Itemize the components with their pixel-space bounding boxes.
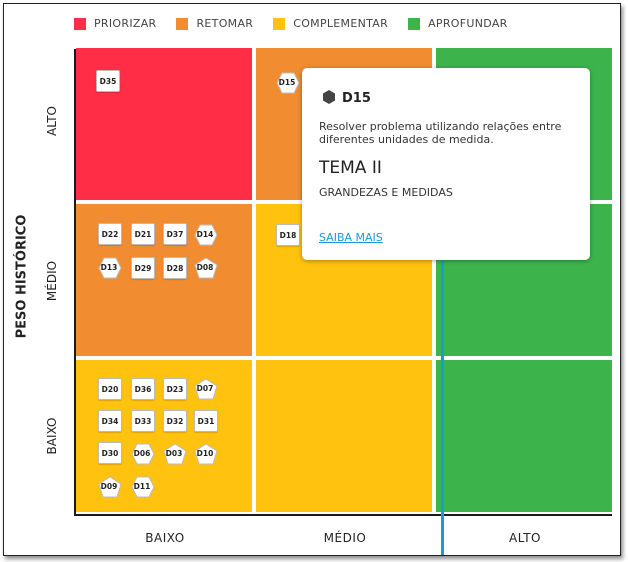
legend-swatch: [408, 17, 421, 30]
pentagon-shape: [194, 378, 218, 400]
legend-item-priorizar: PRIORIZAR: [74, 17, 156, 30]
legend-item-retomar: RETOMAR: [176, 17, 253, 30]
row-label-medio: MÉDIO: [45, 260, 59, 302]
badge-code: D32: [166, 416, 184, 426]
hexagon-shape: [131, 443, 155, 465]
descriptor-badge[interactable]: D32: [163, 410, 187, 432]
legend-swatch: [273, 17, 286, 30]
popup-tema: TEMA II: [319, 158, 382, 178]
pentagon-shape: [194, 257, 218, 279]
cell-baixo-medio[interactable]: [256, 360, 432, 512]
hexagon-shape: [194, 224, 218, 246]
hexagon-shape: [131, 476, 155, 498]
row-label-alto: ALTO: [45, 105, 59, 137]
badge-code: D31: [197, 416, 215, 426]
badge-code: D10: [196, 448, 214, 458]
descriptor-badge[interactable]: D35: [96, 70, 120, 92]
descriptor-badge[interactable]: D10: [194, 443, 218, 465]
badge-code: D09: [100, 481, 118, 491]
hexagon-shape: [98, 257, 122, 279]
descriptor-badge[interactable]: D13: [98, 257, 122, 279]
badge-code: D29: [134, 263, 152, 273]
y-axis-line: [74, 49, 76, 515]
badge-code: D11: [133, 481, 151, 491]
descriptor-badge[interactable]: D20: [98, 378, 122, 400]
badge-code: D30: [101, 448, 119, 458]
legend-label: PRIORIZAR: [94, 17, 157, 30]
pentagon-shape: [98, 476, 122, 498]
descriptor-badge[interactable]: D33: [131, 410, 155, 432]
y-axis-title: PESO HISTÓRICO: [14, 214, 30, 339]
descriptor-badge[interactable]: D11: [131, 476, 155, 498]
badge-code: D22: [101, 229, 119, 239]
descriptor-badge[interactable]: D37: [163, 223, 187, 245]
pentagon-shape: [163, 443, 187, 465]
descriptor-badge[interactable]: D15: [276, 72, 300, 94]
badge-code: D07: [196, 383, 214, 393]
badge-code: D20: [101, 384, 119, 394]
badge-code: D03: [165, 448, 183, 458]
matrix-frame: PRIORIZAR RETOMAR COMPLEMENTAR APROFUNDA…: [3, 3, 621, 556]
badge-code: D37: [166, 229, 184, 239]
badge-code: D14: [196, 229, 214, 239]
descriptor-badge[interactable]: D06: [131, 443, 155, 465]
badge-code: D28: [166, 263, 184, 273]
legend-swatch: [176, 17, 189, 30]
badge-code: D21: [134, 229, 152, 239]
descriptor-badge[interactable]: D22: [98, 223, 122, 245]
badge-code: D13: [100, 262, 118, 272]
badge-code: D06: [133, 448, 151, 458]
popup-code: D15: [342, 91, 371, 106]
row-label-baixo: BAIXO: [45, 417, 59, 455]
col-label-medio: MÉDIO: [323, 531, 367, 545]
badge-code: D33: [134, 416, 152, 426]
descriptor-badge[interactable]: D14: [194, 224, 218, 246]
descriptor-badge[interactable]: D18: [276, 224, 300, 246]
descriptor-badge[interactable]: D29: [131, 257, 155, 279]
legend-swatch: [74, 17, 86, 30]
cell-baixo-alto[interactable]: [436, 360, 612, 512]
badge-code: D23: [166, 384, 184, 394]
popup-description: Resolver problema utilizando relações en…: [319, 120, 562, 146]
legend-item-complementar: COMPLEMENTAR: [273, 17, 388, 30]
descriptor-badge[interactable]: D28: [163, 257, 187, 279]
popup-area: GRANDEZAS E MEDIDAS: [319, 186, 453, 199]
badge-code: D34: [101, 416, 119, 426]
connector-line: [441, 238, 444, 555]
descriptor-badge[interactable]: D09: [98, 476, 122, 498]
descriptor-badge[interactable]: D34: [98, 410, 122, 432]
badge-code: D15: [278, 77, 296, 87]
descriptor-badge[interactable]: D03: [163, 443, 187, 465]
descriptor-badge[interactable]: D30: [98, 442, 122, 464]
descriptor-badge[interactable]: D07: [194, 378, 218, 400]
descriptor-popup: D15 Resolver problema utilizando relaçõe…: [302, 68, 590, 260]
badge-code: D18: [279, 230, 297, 240]
descriptor-badge[interactable]: D21: [131, 223, 155, 245]
badge-code: D08: [196, 262, 214, 272]
descriptor-badge[interactable]: D31: [194, 410, 218, 432]
legend-label: RETOMAR: [196, 17, 254, 30]
descriptor-badge[interactable]: D08: [194, 257, 218, 279]
saiba-mais-link[interactable]: SAIBA MAIS: [319, 231, 383, 244]
descriptor-badge[interactable]: D36: [131, 378, 155, 400]
legend-item-aprofundar: APROFUNDAR: [408, 17, 508, 30]
pentagon-shape: [194, 443, 218, 465]
x-axis-line: [74, 514, 612, 516]
legend: PRIORIZAR RETOMAR COMPLEMENTAR APROFUNDA…: [74, 17, 528, 30]
badge-code: D36: [134, 384, 152, 394]
legend-label: COMPLEMENTAR: [293, 17, 389, 30]
hexagon-shape: [276, 72, 300, 94]
col-label-baixo: BAIXO: [145, 531, 185, 545]
col-label-alto: ALTO: [508, 531, 542, 545]
badge-code: D35: [99, 76, 117, 86]
descriptor-badge[interactable]: D23: [163, 378, 187, 400]
legend-label: APROFUNDAR: [428, 17, 508, 30]
hexagon-icon: [323, 90, 335, 104]
